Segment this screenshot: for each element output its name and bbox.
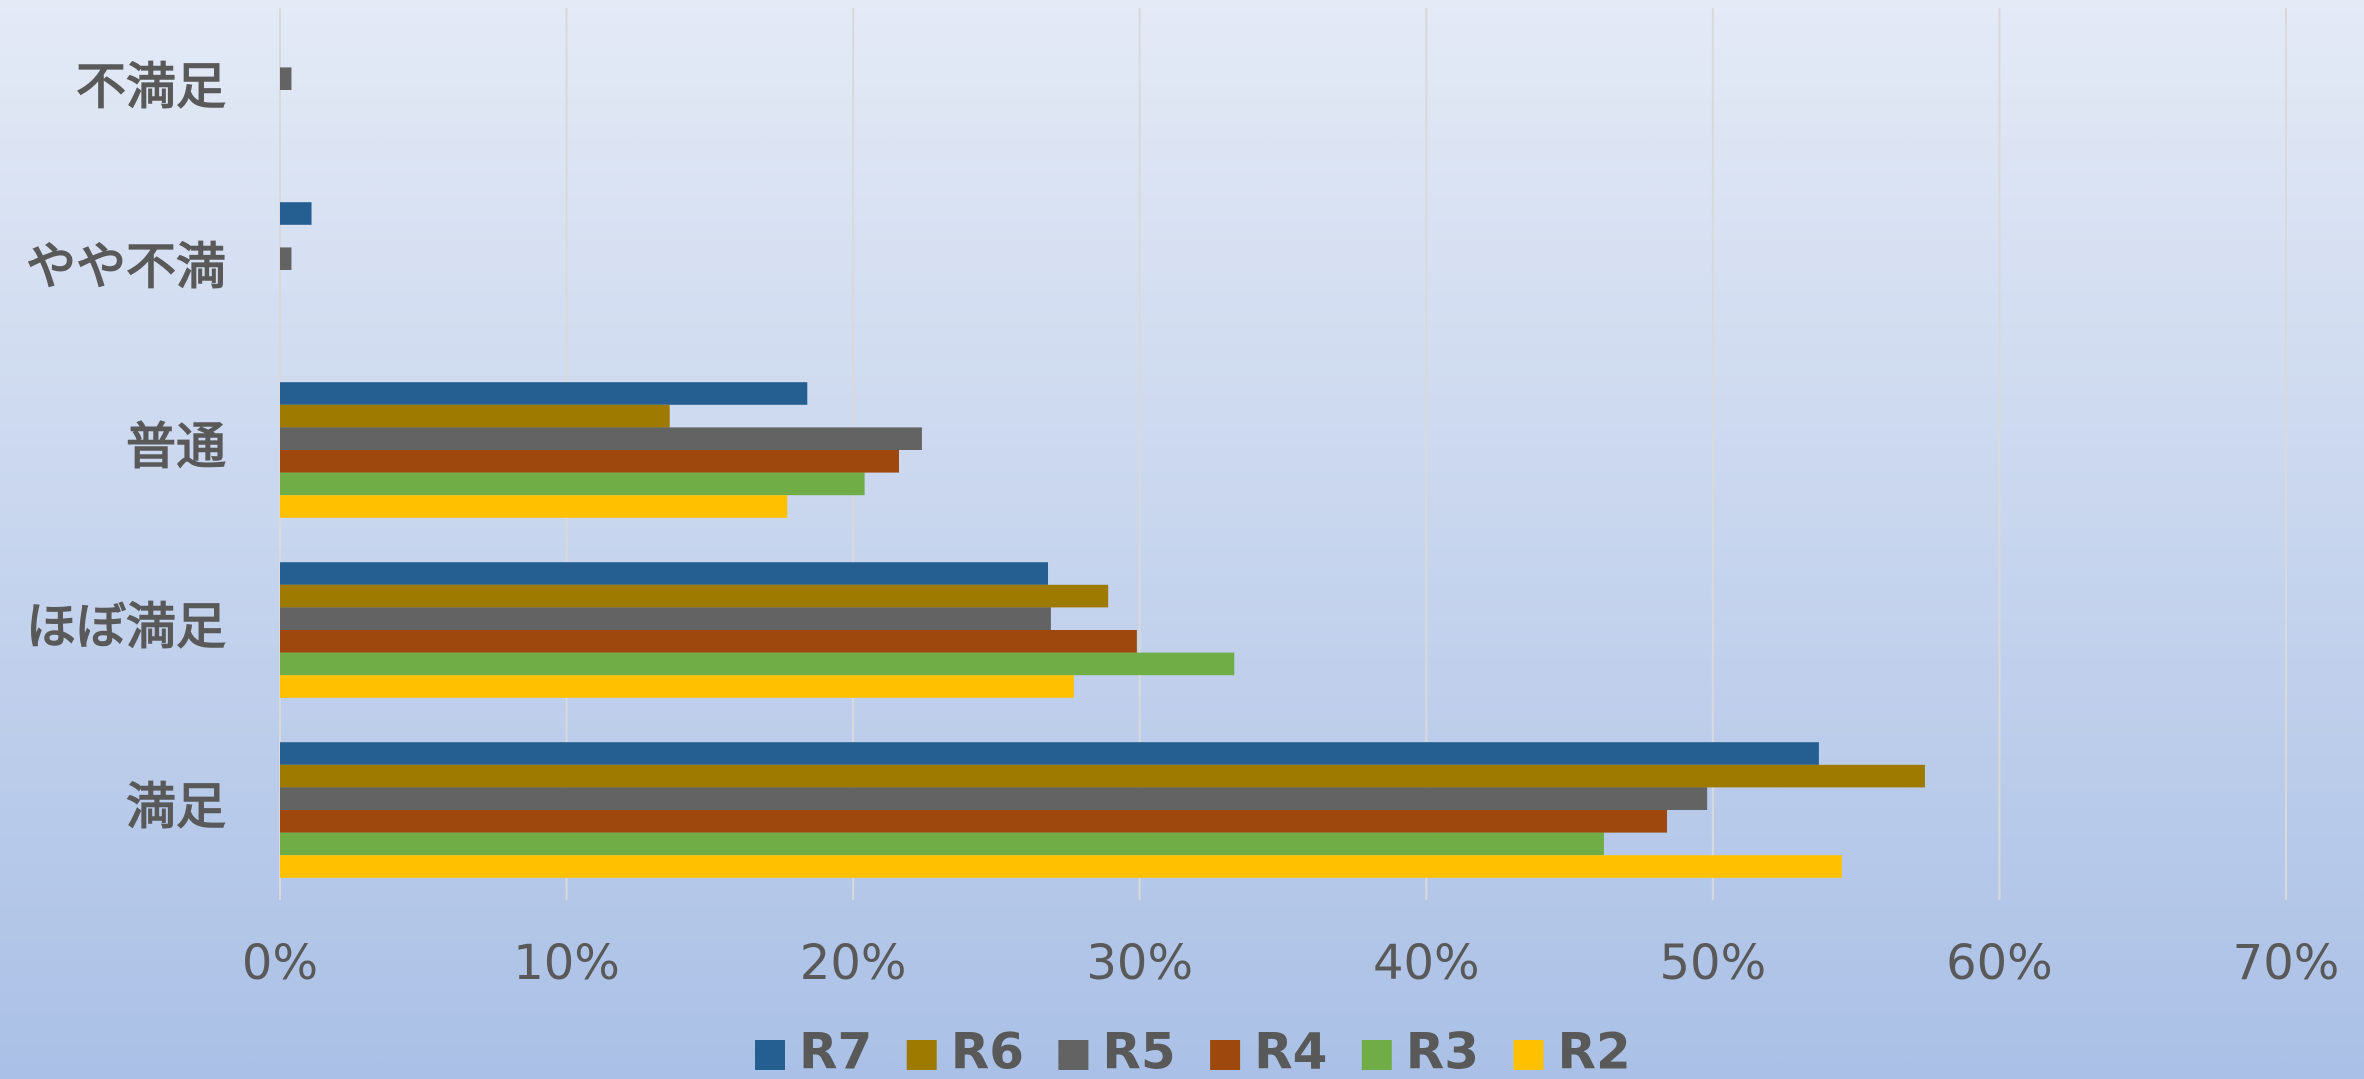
- y-tick-label: 普通: [126, 418, 226, 476]
- x-tick-label: 10%: [513, 935, 620, 991]
- bar: [280, 472, 865, 496]
- x-tick-label: 30%: [1086, 935, 1193, 991]
- bar: [280, 652, 1235, 676]
- x-tick-label: 0%: [242, 935, 318, 991]
- x-tick-label: 60%: [1946, 935, 2053, 991]
- bar: [280, 630, 1137, 653]
- x-tick-label: 20%: [800, 935, 907, 991]
- bar: [280, 67, 292, 90]
- legend-swatch: [1058, 1040, 1089, 1070]
- bar: [280, 202, 312, 225]
- y-tick-label: 満足: [126, 778, 226, 836]
- bar: [280, 427, 922, 450]
- legend-label: R4: [1254, 1023, 1327, 1079]
- bar: [280, 675, 1074, 698]
- bar: [280, 742, 1819, 765]
- bar: [280, 404, 670, 428]
- legend-swatch: [755, 1040, 785, 1070]
- x-tick-label: 70%: [2233, 935, 2340, 991]
- legend-swatch: [1210, 1040, 1241, 1070]
- legend-swatch: [906, 1040, 937, 1070]
- legend-swatch: [1361, 1040, 1392, 1070]
- legend-swatch: [1513, 1040, 1544, 1070]
- bar: [280, 764, 1925, 788]
- bar: [280, 810, 1668, 833]
- legend-label: R6: [951, 1023, 1024, 1079]
- bar: [280, 382, 808, 405]
- legend-label: R3: [1406, 1023, 1479, 1079]
- bar: [280, 495, 788, 518]
- bar: [280, 562, 1049, 585]
- x-tick-label: 50%: [1660, 935, 1767, 991]
- y-tick-label: ほぼ満足: [26, 598, 226, 656]
- legend-label: R2: [1558, 1023, 1631, 1079]
- bar: [280, 584, 1109, 608]
- bar: [280, 832, 1604, 856]
- y-tick-label: やや不満: [26, 238, 226, 296]
- bar: [280, 787, 1708, 810]
- bar: [280, 855, 1842, 878]
- x-tick-label: 40%: [1373, 935, 1480, 991]
- legend-label: R7: [799, 1023, 872, 1079]
- legend-label: R5: [1102, 1023, 1175, 1079]
- bar: [280, 247, 292, 270]
- bar: [280, 607, 1051, 630]
- y-tick-label: 不満足: [76, 58, 226, 116]
- bar: [280, 450, 899, 473]
